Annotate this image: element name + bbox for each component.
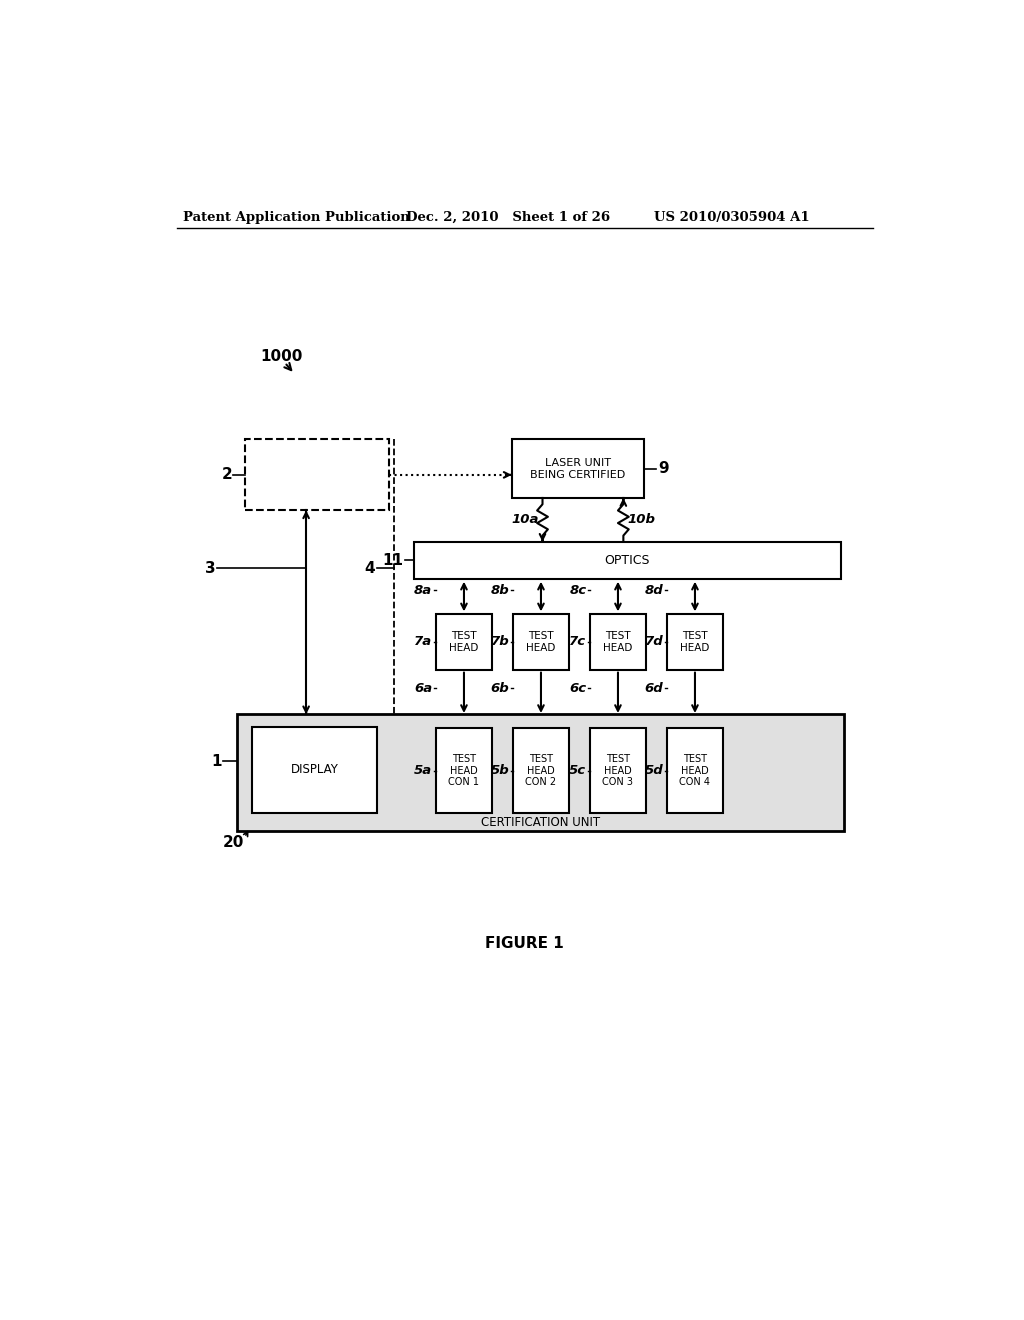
Text: 8b: 8b xyxy=(490,583,509,597)
Bar xyxy=(513,614,568,669)
Bar xyxy=(436,614,492,669)
Bar xyxy=(436,729,492,813)
Bar xyxy=(590,729,646,813)
Text: TEST
HEAD: TEST HEAD xyxy=(603,631,633,653)
Text: 7b: 7b xyxy=(490,635,509,648)
Bar xyxy=(512,440,644,498)
Text: TEST
HEAD
CON 1: TEST HEAD CON 1 xyxy=(449,754,479,787)
Bar xyxy=(668,729,723,813)
Text: 4: 4 xyxy=(365,561,376,576)
Text: TEST
HEAD: TEST HEAD xyxy=(450,631,478,653)
Text: 2: 2 xyxy=(221,467,232,482)
Text: 10b: 10b xyxy=(628,513,655,527)
Text: 6b: 6b xyxy=(490,681,509,694)
Text: 1000: 1000 xyxy=(260,350,302,364)
Text: 8d: 8d xyxy=(645,583,664,597)
Text: 10a: 10a xyxy=(511,513,539,527)
Text: TEST
HEAD
CON 2: TEST HEAD CON 2 xyxy=(525,754,556,787)
Bar xyxy=(252,726,377,813)
Text: 8a: 8a xyxy=(414,583,432,597)
Text: 7d: 7d xyxy=(645,635,664,648)
Text: LASER UNIT
BEING CERTIFIED: LASER UNIT BEING CERTIFIED xyxy=(530,458,626,479)
Bar xyxy=(590,614,646,669)
Text: CERTIFICATION UNIT: CERTIFICATION UNIT xyxy=(480,816,600,829)
Text: 7c: 7c xyxy=(569,635,587,648)
Text: TEST
HEAD
CON 3: TEST HEAD CON 3 xyxy=(602,754,634,787)
Text: TEST
HEAD
CON 4: TEST HEAD CON 4 xyxy=(680,754,711,787)
Text: DISPLAY: DISPLAY xyxy=(291,763,339,776)
Text: TEST
HEAD: TEST HEAD xyxy=(526,631,556,653)
Text: US 2010/0305904 A1: US 2010/0305904 A1 xyxy=(654,211,810,224)
Text: Patent Application Publication: Patent Application Publication xyxy=(183,211,410,224)
Bar xyxy=(245,440,389,511)
Text: 7a: 7a xyxy=(414,635,432,648)
Text: OPTICS: OPTICS xyxy=(604,554,650,566)
Text: 6a: 6a xyxy=(414,681,432,694)
Bar xyxy=(414,543,841,579)
Text: 20: 20 xyxy=(223,836,245,850)
Text: 11: 11 xyxy=(382,553,403,568)
Text: 6c: 6c xyxy=(569,681,587,694)
Text: 6d: 6d xyxy=(645,681,664,694)
Text: 5b: 5b xyxy=(490,764,509,777)
Text: 1: 1 xyxy=(211,754,221,768)
Text: 5c: 5c xyxy=(569,764,587,777)
Text: 8c: 8c xyxy=(569,583,587,597)
Bar xyxy=(668,614,723,669)
Text: 3: 3 xyxy=(205,561,215,576)
Text: TEST
HEAD: TEST HEAD xyxy=(680,631,710,653)
Bar xyxy=(237,714,844,832)
Text: 5a: 5a xyxy=(414,764,432,777)
Text: 5d: 5d xyxy=(645,764,664,777)
Text: 9: 9 xyxy=(658,461,669,477)
Text: FIGURE 1: FIGURE 1 xyxy=(485,936,564,952)
Bar xyxy=(513,729,568,813)
Text: Dec. 2, 2010   Sheet 1 of 26: Dec. 2, 2010 Sheet 1 of 26 xyxy=(407,211,610,224)
